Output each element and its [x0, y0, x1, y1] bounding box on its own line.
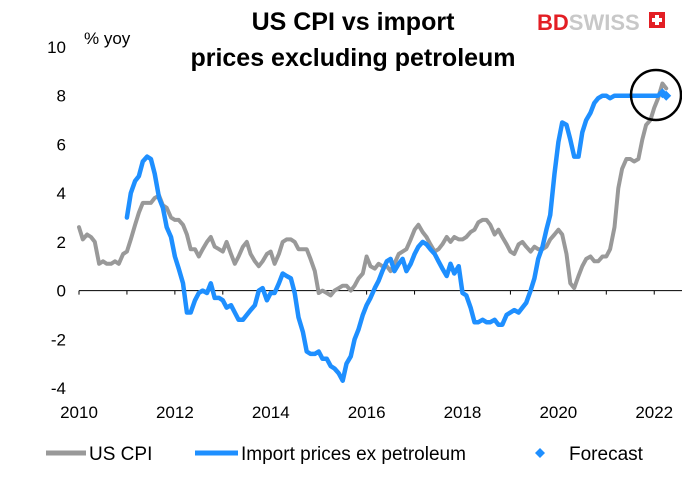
- x-tick-label: 2018: [444, 403, 482, 422]
- y-tick-label: -4: [51, 379, 66, 398]
- y-tick-label: -2: [51, 330, 66, 349]
- chart-title-line-1: US CPI vs import: [252, 8, 455, 36]
- x-axis: 2010 2012 2014 2016 2018 2020 2022: [60, 290, 682, 422]
- y-tick-label: 4: [57, 184, 66, 203]
- logo-bd-text: BD: [537, 10, 569, 35]
- y-tick-label: 8: [57, 87, 66, 106]
- x-tick-label: 2012: [156, 403, 194, 422]
- series-line-import-prices: [124, 93, 661, 383]
- x-tick-label: 2010: [60, 403, 98, 422]
- x-tick-label: 2022: [635, 403, 673, 422]
- y-tick-label: 0: [57, 282, 66, 301]
- legend-label-forecast: Forecast: [569, 444, 644, 465]
- series-line-us-cpi: [77, 81, 669, 298]
- forecast-point: [661, 90, 672, 101]
- y-tick-label: 10: [47, 38, 66, 57]
- x-tick-label: 2020: [539, 403, 577, 422]
- y-axis-unit-label: % yoy: [84, 29, 131, 48]
- x-tick-label: 2016: [348, 403, 386, 422]
- series-layer: [77, 81, 672, 383]
- y-tick-label: 2: [57, 233, 66, 252]
- chart-title-line-2: prices excluding petroleum: [190, 44, 515, 72]
- legend: US CPI Import prices ex petroleum Foreca…: [46, 444, 644, 465]
- svg-text:BDSWISS: BDSWISS: [537, 10, 640, 35]
- forecast-highlight-circle: [629, 68, 682, 122]
- bdswiss-logo: BDSWISS: [537, 10, 665, 35]
- logo-swiss-text: SWISS: [569, 10, 640, 35]
- legend-swatch-forecast: [535, 448, 545, 458]
- y-axis: 10 8 6 4 2 0 -2 -4: [47, 38, 66, 398]
- legend-label-us-cpi: US CPI: [89, 444, 152, 465]
- x-tick-label: 2014: [252, 403, 290, 422]
- legend-label-import-prices: Import prices ex petroleum: [241, 444, 466, 465]
- y-tick-label: 6: [57, 135, 66, 154]
